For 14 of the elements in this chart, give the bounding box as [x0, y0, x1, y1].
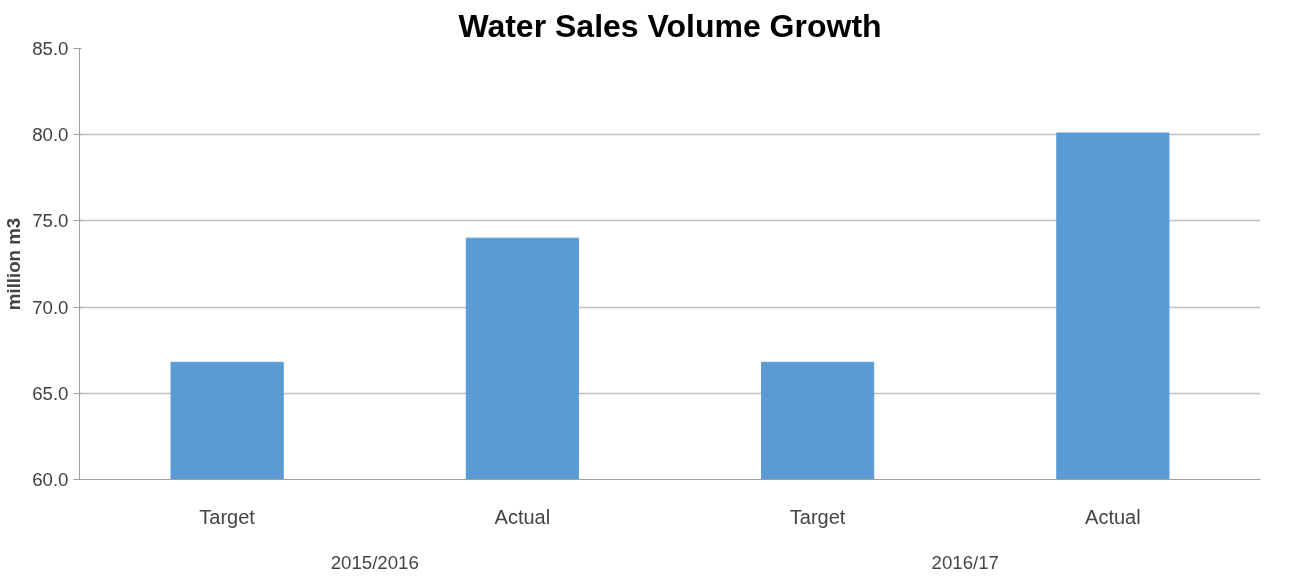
x-tick-label: Target	[789, 505, 846, 528]
y-tick-label: 75.0	[32, 210, 69, 232]
text: 2015/2016	[330, 551, 419, 573]
y-tick-label: 65.0	[32, 382, 69, 404]
x-tick-label: Actual	[494, 505, 551, 528]
x-tick-label: Target	[199, 505, 256, 528]
y-axis-title: million m3	[3, 217, 25, 311]
chart-title: Water Sales Volume Growth	[458, 7, 882, 44]
y-tick-label: 60.0	[32, 469, 69, 490]
y-tick-label: 70.0	[32, 296, 69, 318]
x-tick-label: Actual	[1085, 505, 1141, 528]
text: 2016/17	[931, 551, 999, 573]
y-tick-label: 85.0	[32, 38, 69, 59]
y-tick-label: 80.0	[32, 124, 69, 146]
